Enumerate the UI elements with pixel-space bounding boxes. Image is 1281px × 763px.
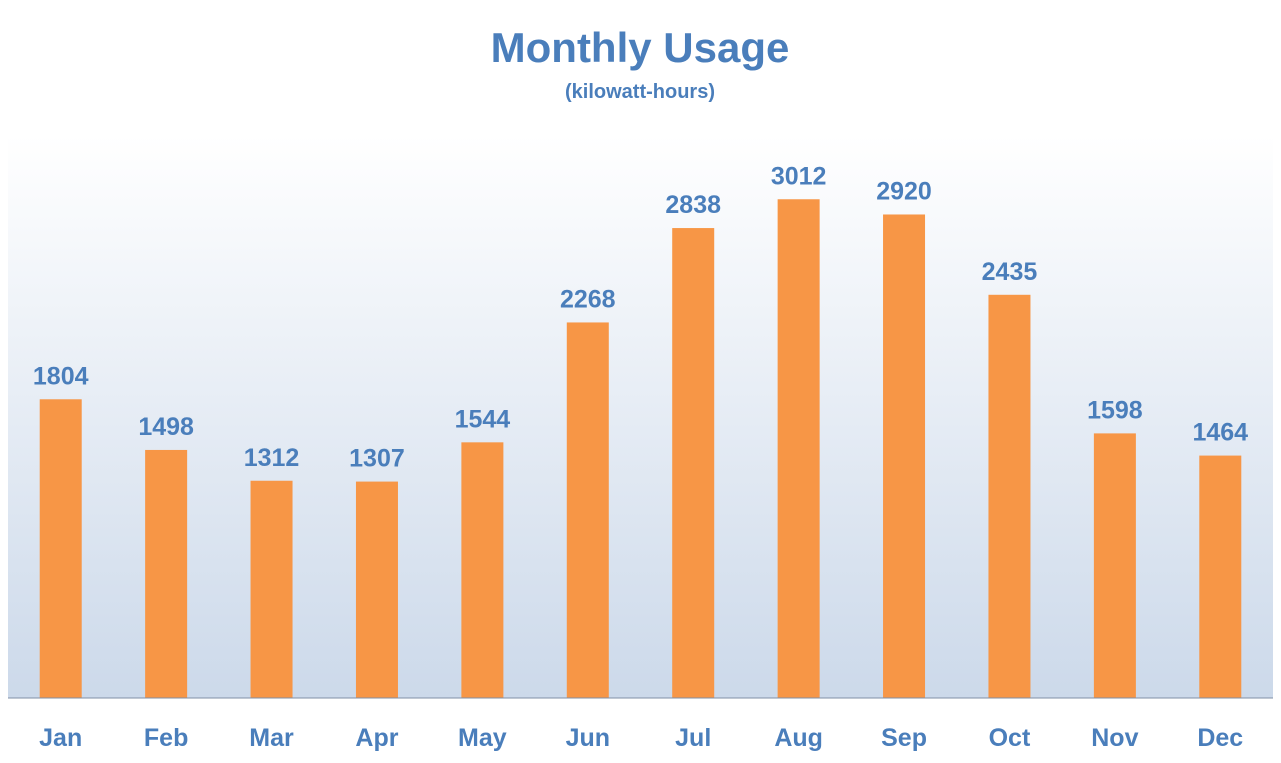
data-labels-group: 1804 1498 1312 1307 1544 2268 2838 3012 2920 2435… xyxy=(33,162,1248,472)
chart-subtitle: (kilowatt-hours) xyxy=(565,81,715,103)
bar-apr xyxy=(355,481,398,698)
data-label-may: 1544 xyxy=(455,405,511,433)
data-label-jan: 1804 xyxy=(33,362,89,390)
bar-aug xyxy=(777,199,820,698)
x-axis-tick-labels: Jan Feb Mar Apr May Jun Jul Aug Sep Oct Nov Dec xyxy=(39,724,1243,752)
bar-feb xyxy=(145,449,188,698)
x-tick-label-nov: Nov xyxy=(1091,724,1138,752)
data-label-apr: 1307 xyxy=(349,445,405,473)
bar-jan xyxy=(39,399,82,698)
bar-sep xyxy=(883,214,926,699)
data-label-feb: 1498 xyxy=(138,413,194,441)
data-label-jun: 2268 xyxy=(560,285,616,313)
data-label-sep: 2920 xyxy=(876,177,932,205)
bar-jul xyxy=(672,228,715,698)
x-tick-label-apr: Apr xyxy=(355,724,398,752)
data-label-dec: 1464 xyxy=(1192,419,1248,447)
data-label-aug: 3012 xyxy=(771,162,827,190)
x-tick-label-dec: Dec xyxy=(1197,724,1243,752)
x-tick-label-oct: Oct xyxy=(989,724,1031,752)
x-tick-label-jun: Jun xyxy=(566,724,610,752)
x-tick-label-jan: Jan xyxy=(39,724,82,752)
bar-oct xyxy=(988,294,1031,698)
x-tick-label-feb: Feb xyxy=(144,724,188,752)
bar-dec xyxy=(1199,455,1242,698)
bar-mar xyxy=(250,480,293,698)
bar-nov xyxy=(1093,433,1136,698)
x-tick-label-may: May xyxy=(458,724,507,752)
x-tick-label-aug: Aug xyxy=(774,724,823,752)
bar-jun xyxy=(566,322,609,698)
data-label-mar: 1312 xyxy=(244,444,300,472)
x-tick-label-sep: Sep xyxy=(881,724,927,752)
bars-group xyxy=(39,199,1242,699)
bar-may xyxy=(461,442,504,698)
data-label-oct: 2435 xyxy=(982,258,1038,286)
data-label-nov: 1598 xyxy=(1087,396,1143,424)
chart-title: Monthly Usage xyxy=(491,24,790,71)
x-tick-label-jul: Jul xyxy=(675,724,711,752)
x-tick-label-mar: Mar xyxy=(249,724,294,752)
data-label-jul: 2838 xyxy=(665,191,721,219)
plot-area-background xyxy=(8,135,1273,698)
